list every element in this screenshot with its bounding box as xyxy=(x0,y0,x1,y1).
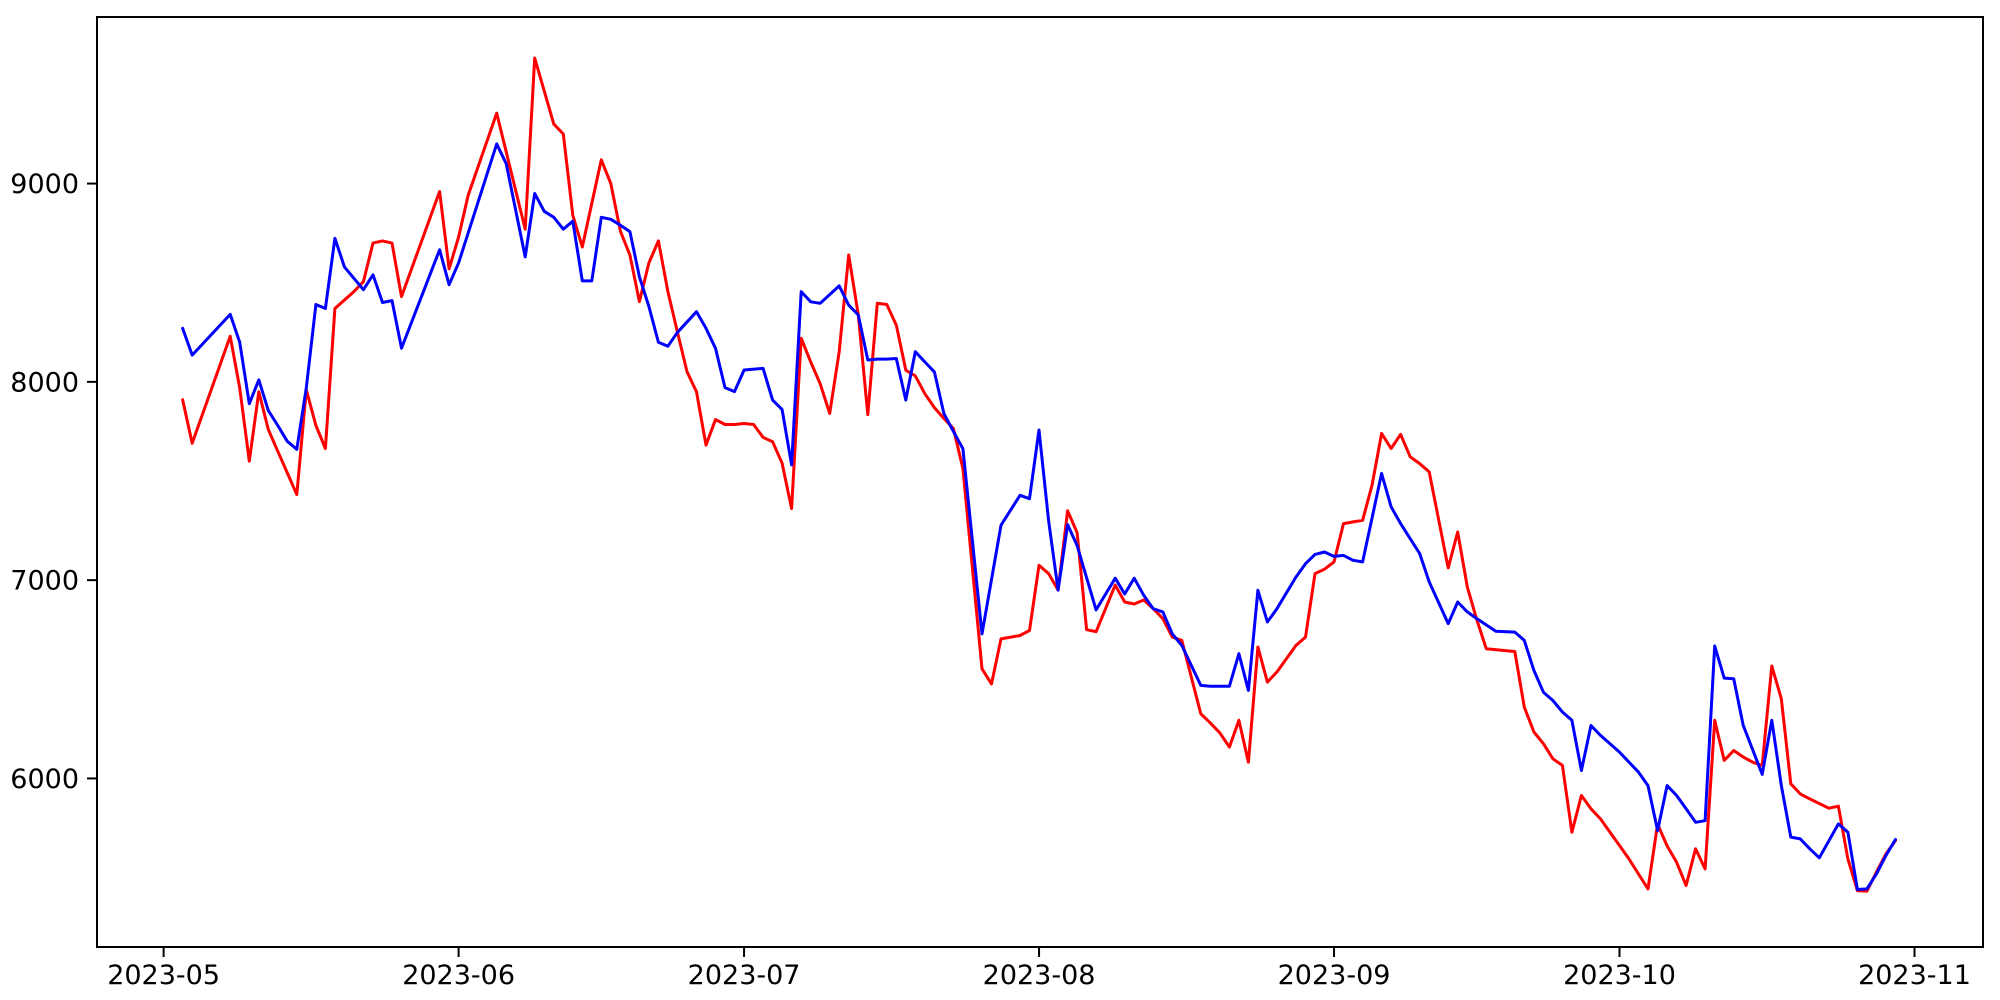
y-tick-label: 8000 xyxy=(10,367,79,398)
x-tick-label: 2023-06 xyxy=(402,960,515,991)
x-tick-label: 2023-05 xyxy=(107,960,220,991)
y-tick-label: 7000 xyxy=(10,566,79,597)
blue-series xyxy=(181,142,1897,891)
y-tick-label: 9000 xyxy=(10,169,79,200)
y-tick-label: 6000 xyxy=(10,764,79,795)
plot-spines xyxy=(96,16,1984,948)
x-tick-label: 2023-09 xyxy=(1278,960,1391,991)
x-tick-label: 2023-08 xyxy=(983,960,1096,991)
red-series xyxy=(181,56,1897,893)
x-tick-label: 2023-07 xyxy=(688,960,801,991)
x-tick-label: 2023-11 xyxy=(1858,960,1971,991)
x-tick-label: 2023-10 xyxy=(1563,960,1676,991)
